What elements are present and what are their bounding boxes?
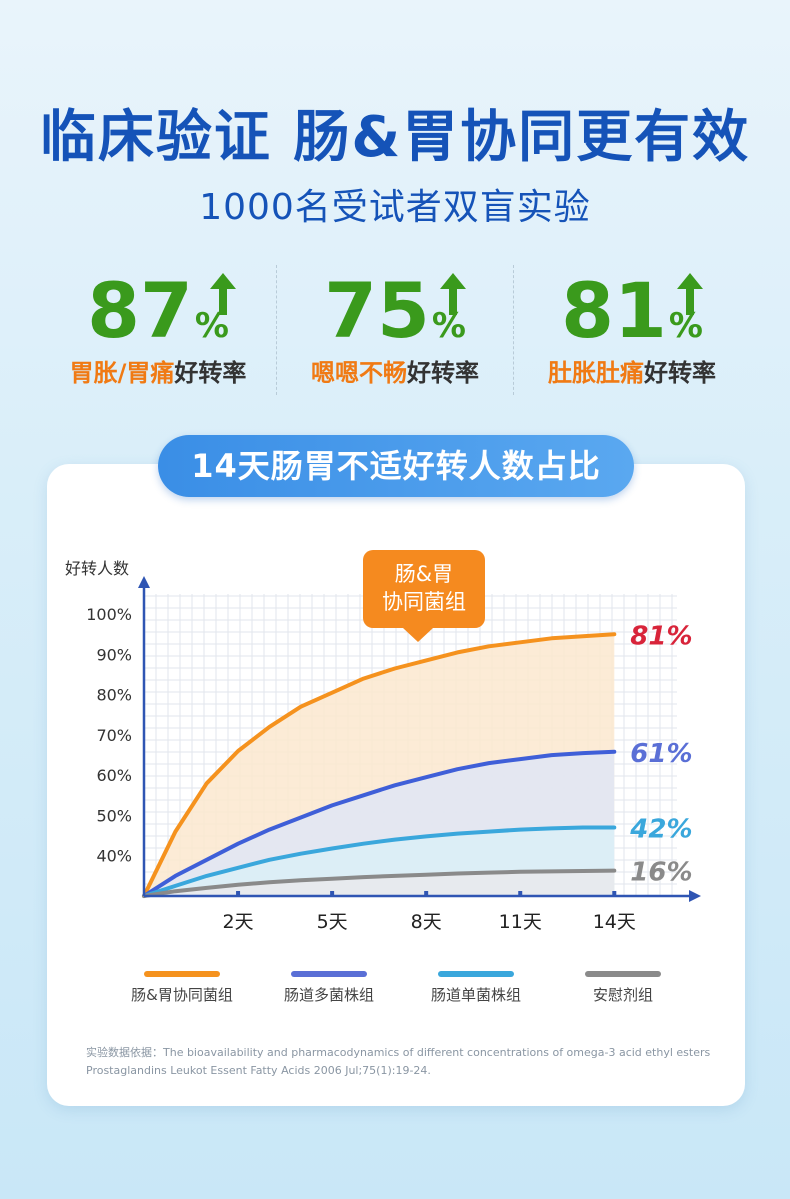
x-axis-arrow xyxy=(689,890,701,902)
series-end-label: 61% xyxy=(630,739,692,769)
x-tick-mark xyxy=(236,891,241,896)
stat-label: 嗯嗯不畅好转率 xyxy=(311,359,479,387)
x-tick-label: 2天 xyxy=(223,911,254,933)
page-subtitle: 1000名受试者双盲实验 xyxy=(199,187,591,228)
arrow-up-icon xyxy=(677,273,703,315)
stat-stomach: 87% 胃胀/胃痛好转率 xyxy=(40,265,276,395)
footnote-line-2: Prostaglandins Leukot Essent Fatty Acids… xyxy=(86,1064,431,1077)
stat-bowel: 75% 嗯嗯不畅好转率 xyxy=(276,265,513,395)
x-tick-mark xyxy=(518,891,523,896)
chart-title-pill: 14天肠胃不适好转人数占比 xyxy=(158,435,634,497)
y-tick-label: 90% xyxy=(96,645,132,664)
series-line-2 xyxy=(142,825,617,898)
stat-value: 75% xyxy=(324,266,466,355)
x-tick-mark xyxy=(330,891,335,896)
callout-text: 协同菌组 xyxy=(382,590,466,614)
footnote: 实验数据依据：The bioavailability and pharmacod… xyxy=(86,1044,726,1080)
page-title: 临床验证 肠&胃协同更有效 xyxy=(39,105,751,170)
stats-row: 87% 胃胀/胃痛好转率 75% 嗯嗯不畅好转率 81% 肚胀肚痛好转率 xyxy=(40,265,750,395)
x-tick-label: 8天 xyxy=(411,911,442,933)
series-line-1 xyxy=(142,749,617,898)
series-end-label: 81% xyxy=(630,621,692,651)
x-tick-label: 11天 xyxy=(499,911,542,933)
y-tick-label: 50% xyxy=(96,806,132,825)
callout-text: 肠&胃 xyxy=(395,562,453,586)
y-tick-label: 80% xyxy=(96,686,132,705)
x-tick-mark xyxy=(424,891,429,896)
legend-label: 肠&胃协同菌组 xyxy=(131,986,233,1004)
arrow-up-icon xyxy=(440,273,466,315)
legend-label: 肠道单菌株组 xyxy=(431,986,521,1004)
series-line-3 xyxy=(142,868,617,898)
series-end-label: 42% xyxy=(629,815,692,845)
y-axis-arrow xyxy=(138,576,150,588)
chart-svg: 81% 61% 42% 16% 40% 50% 60% 70% 80% 90% 100% 好转人数 2天… xyxy=(65,550,701,1004)
footnote-line-1: 实验数据依据：The bioavailability and pharmacod… xyxy=(86,1046,711,1059)
series-end-label: 16% xyxy=(630,858,692,888)
y-tick-label: 100% xyxy=(86,605,132,624)
y-tick-label: 60% xyxy=(96,766,132,785)
series-line-0 xyxy=(142,632,617,898)
stat-value: 87% xyxy=(87,266,229,355)
legend-label: 肠道多菌株组 xyxy=(284,986,374,1004)
legend-swatch xyxy=(438,971,514,977)
legend-label: 安慰剂组 xyxy=(593,986,653,1004)
legend-swatch xyxy=(291,971,367,977)
x-tick-label: 14天 xyxy=(593,911,636,933)
stat-label: 胃胀/胃痛好转率 xyxy=(69,359,247,387)
y-axis-label: 好转人数 xyxy=(65,559,129,578)
stat-label: 肚胀肚痛好转率 xyxy=(548,359,716,387)
legend-swatch xyxy=(144,971,220,977)
arrow-up-icon xyxy=(210,273,236,315)
legend-swatch xyxy=(585,971,661,977)
y-tick-label: 70% xyxy=(96,726,132,745)
x-tick-label: 5天 xyxy=(317,911,348,933)
callout-pointer xyxy=(403,628,433,642)
stat-value: 81% xyxy=(561,266,703,355)
y-tick-label: 40% xyxy=(96,847,132,866)
series-area-3 xyxy=(144,870,615,896)
stat-bloating: 81% 肚胀肚痛好转率 xyxy=(513,265,750,395)
callout-box xyxy=(363,550,485,628)
x-tick-mark xyxy=(612,891,617,896)
